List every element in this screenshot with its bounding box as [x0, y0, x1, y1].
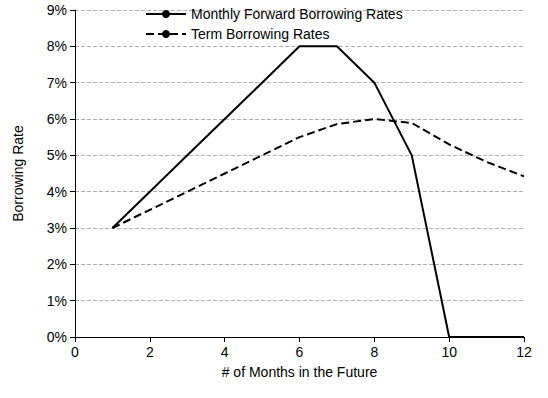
svg-text:2%: 2% — [47, 256, 67, 272]
svg-text:8%: 8% — [47, 38, 67, 54]
svg-text:Monthly Forward Borrowing Rate: Monthly Forward Borrowing Rates — [191, 6, 403, 22]
svg-text:9%: 9% — [47, 2, 67, 18]
svg-text:4: 4 — [221, 344, 229, 360]
svg-text:3%: 3% — [47, 220, 67, 236]
svg-text:8: 8 — [370, 344, 378, 360]
svg-text:10: 10 — [441, 344, 457, 360]
svg-text:2: 2 — [146, 344, 154, 360]
svg-text:6: 6 — [296, 344, 304, 360]
svg-text:7%: 7% — [47, 75, 67, 91]
svg-text:6%: 6% — [47, 111, 67, 127]
svg-text:# of Months in the Future: # of Months in the Future — [222, 364, 378, 380]
svg-text:0%: 0% — [47, 329, 67, 345]
svg-text:12: 12 — [516, 344, 532, 360]
svg-text:Borrowing Rate: Borrowing Rate — [10, 125, 26, 222]
svg-text:Term Borrowing Rates: Term Borrowing Rates — [191, 26, 330, 42]
svg-text:0: 0 — [71, 344, 79, 360]
svg-text:4%: 4% — [47, 184, 67, 200]
svg-text:5%: 5% — [47, 147, 67, 163]
svg-text:1%: 1% — [47, 293, 67, 309]
